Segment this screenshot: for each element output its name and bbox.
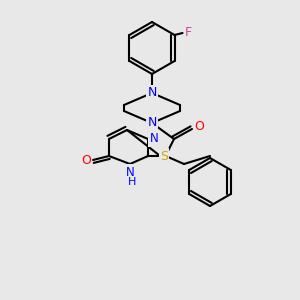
Text: N: N bbox=[147, 86, 157, 100]
Text: N: N bbox=[126, 166, 134, 178]
Text: N: N bbox=[147, 116, 157, 130]
Text: N: N bbox=[150, 133, 158, 146]
Text: S: S bbox=[160, 149, 168, 163]
Text: O: O bbox=[81, 154, 91, 166]
Text: O: O bbox=[194, 121, 204, 134]
Text: F: F bbox=[185, 26, 192, 40]
Text: H: H bbox=[128, 177, 136, 187]
